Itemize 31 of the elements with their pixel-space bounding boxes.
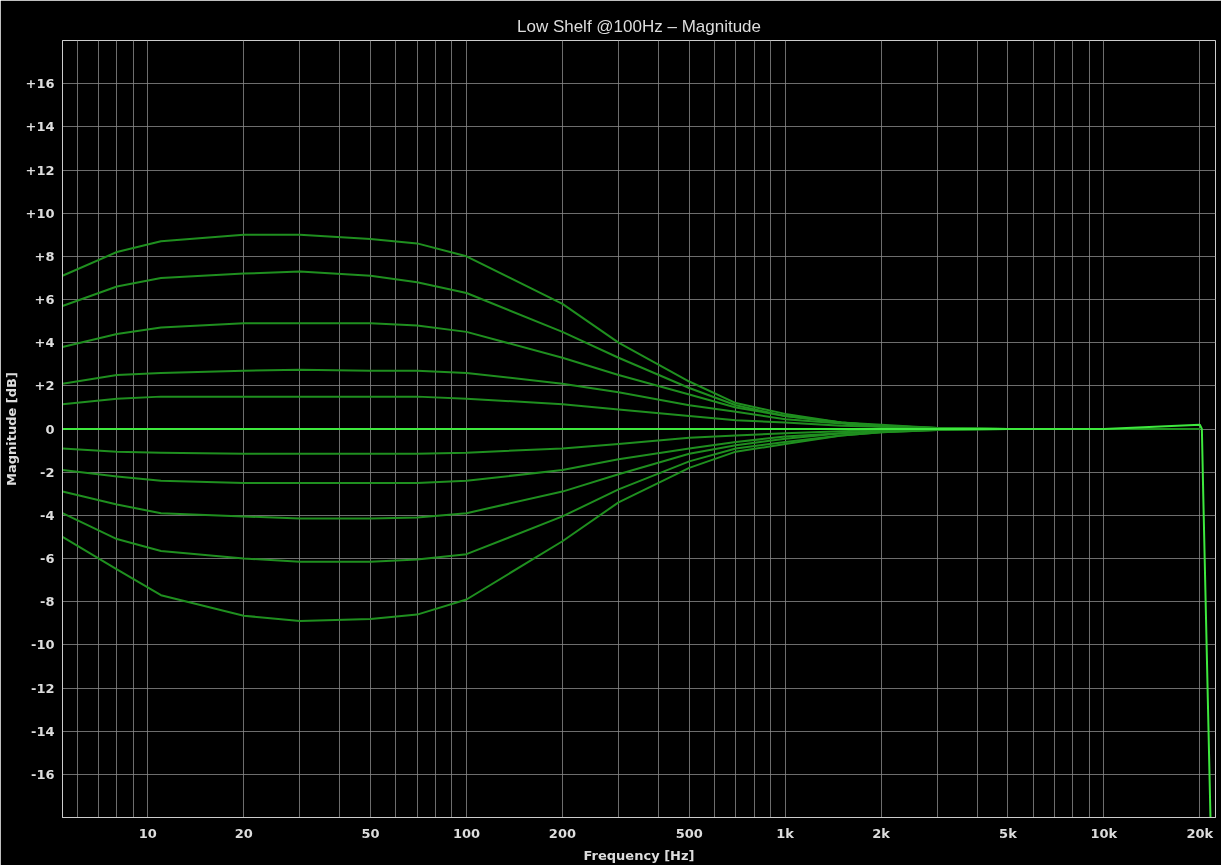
y-tick-label: +2 (34, 378, 55, 394)
y-axis-title: Magnitude [dB] (3, 372, 19, 486)
y-tick-label: +14 (25, 119, 55, 135)
y-tick-label: -2 (40, 464, 55, 480)
y-tick-label: +10 (25, 205, 55, 221)
x-tick-label: 20k (1186, 825, 1214, 841)
y-tick-label: -16 (31, 766, 55, 782)
y-tick-label: -10 (31, 637, 55, 653)
y-tick-label: -12 (31, 680, 55, 696)
x-tick-label: 100 (452, 825, 481, 841)
x-tick-label: 50 (361, 825, 380, 841)
x-axis-title: Frequency [Hz] (583, 847, 695, 863)
y-tick-label: +12 (25, 162, 55, 178)
x-tick-label: 1k (776, 825, 795, 841)
y-tick-label: +4 (34, 335, 55, 351)
x-tick-label: 500 (675, 825, 703, 841)
x-tick-label: 200 (548, 825, 576, 841)
y-tick-label: +8 (34, 248, 55, 264)
x-tick-label: 10k (1090, 825, 1118, 841)
y-tick-label: +16 (25, 76, 55, 92)
y-tick-label: -4 (40, 507, 55, 523)
chart-title: Low Shelf @100Hz – Magnitude (516, 16, 762, 36)
y-tick-label: 0 (45, 421, 55, 437)
x-tick-label: 10 (138, 825, 157, 841)
y-tick-label: -14 (31, 723, 55, 739)
x-tick-label: 20 (234, 825, 253, 841)
y-tick-label: -6 (40, 551, 55, 566)
y-tick-label: +6 (34, 292, 55, 307)
x-tick-label: 2k (872, 825, 891, 841)
x-tick-label: 5k (999, 825, 1018, 841)
y-tick-label: -8 (40, 594, 55, 610)
